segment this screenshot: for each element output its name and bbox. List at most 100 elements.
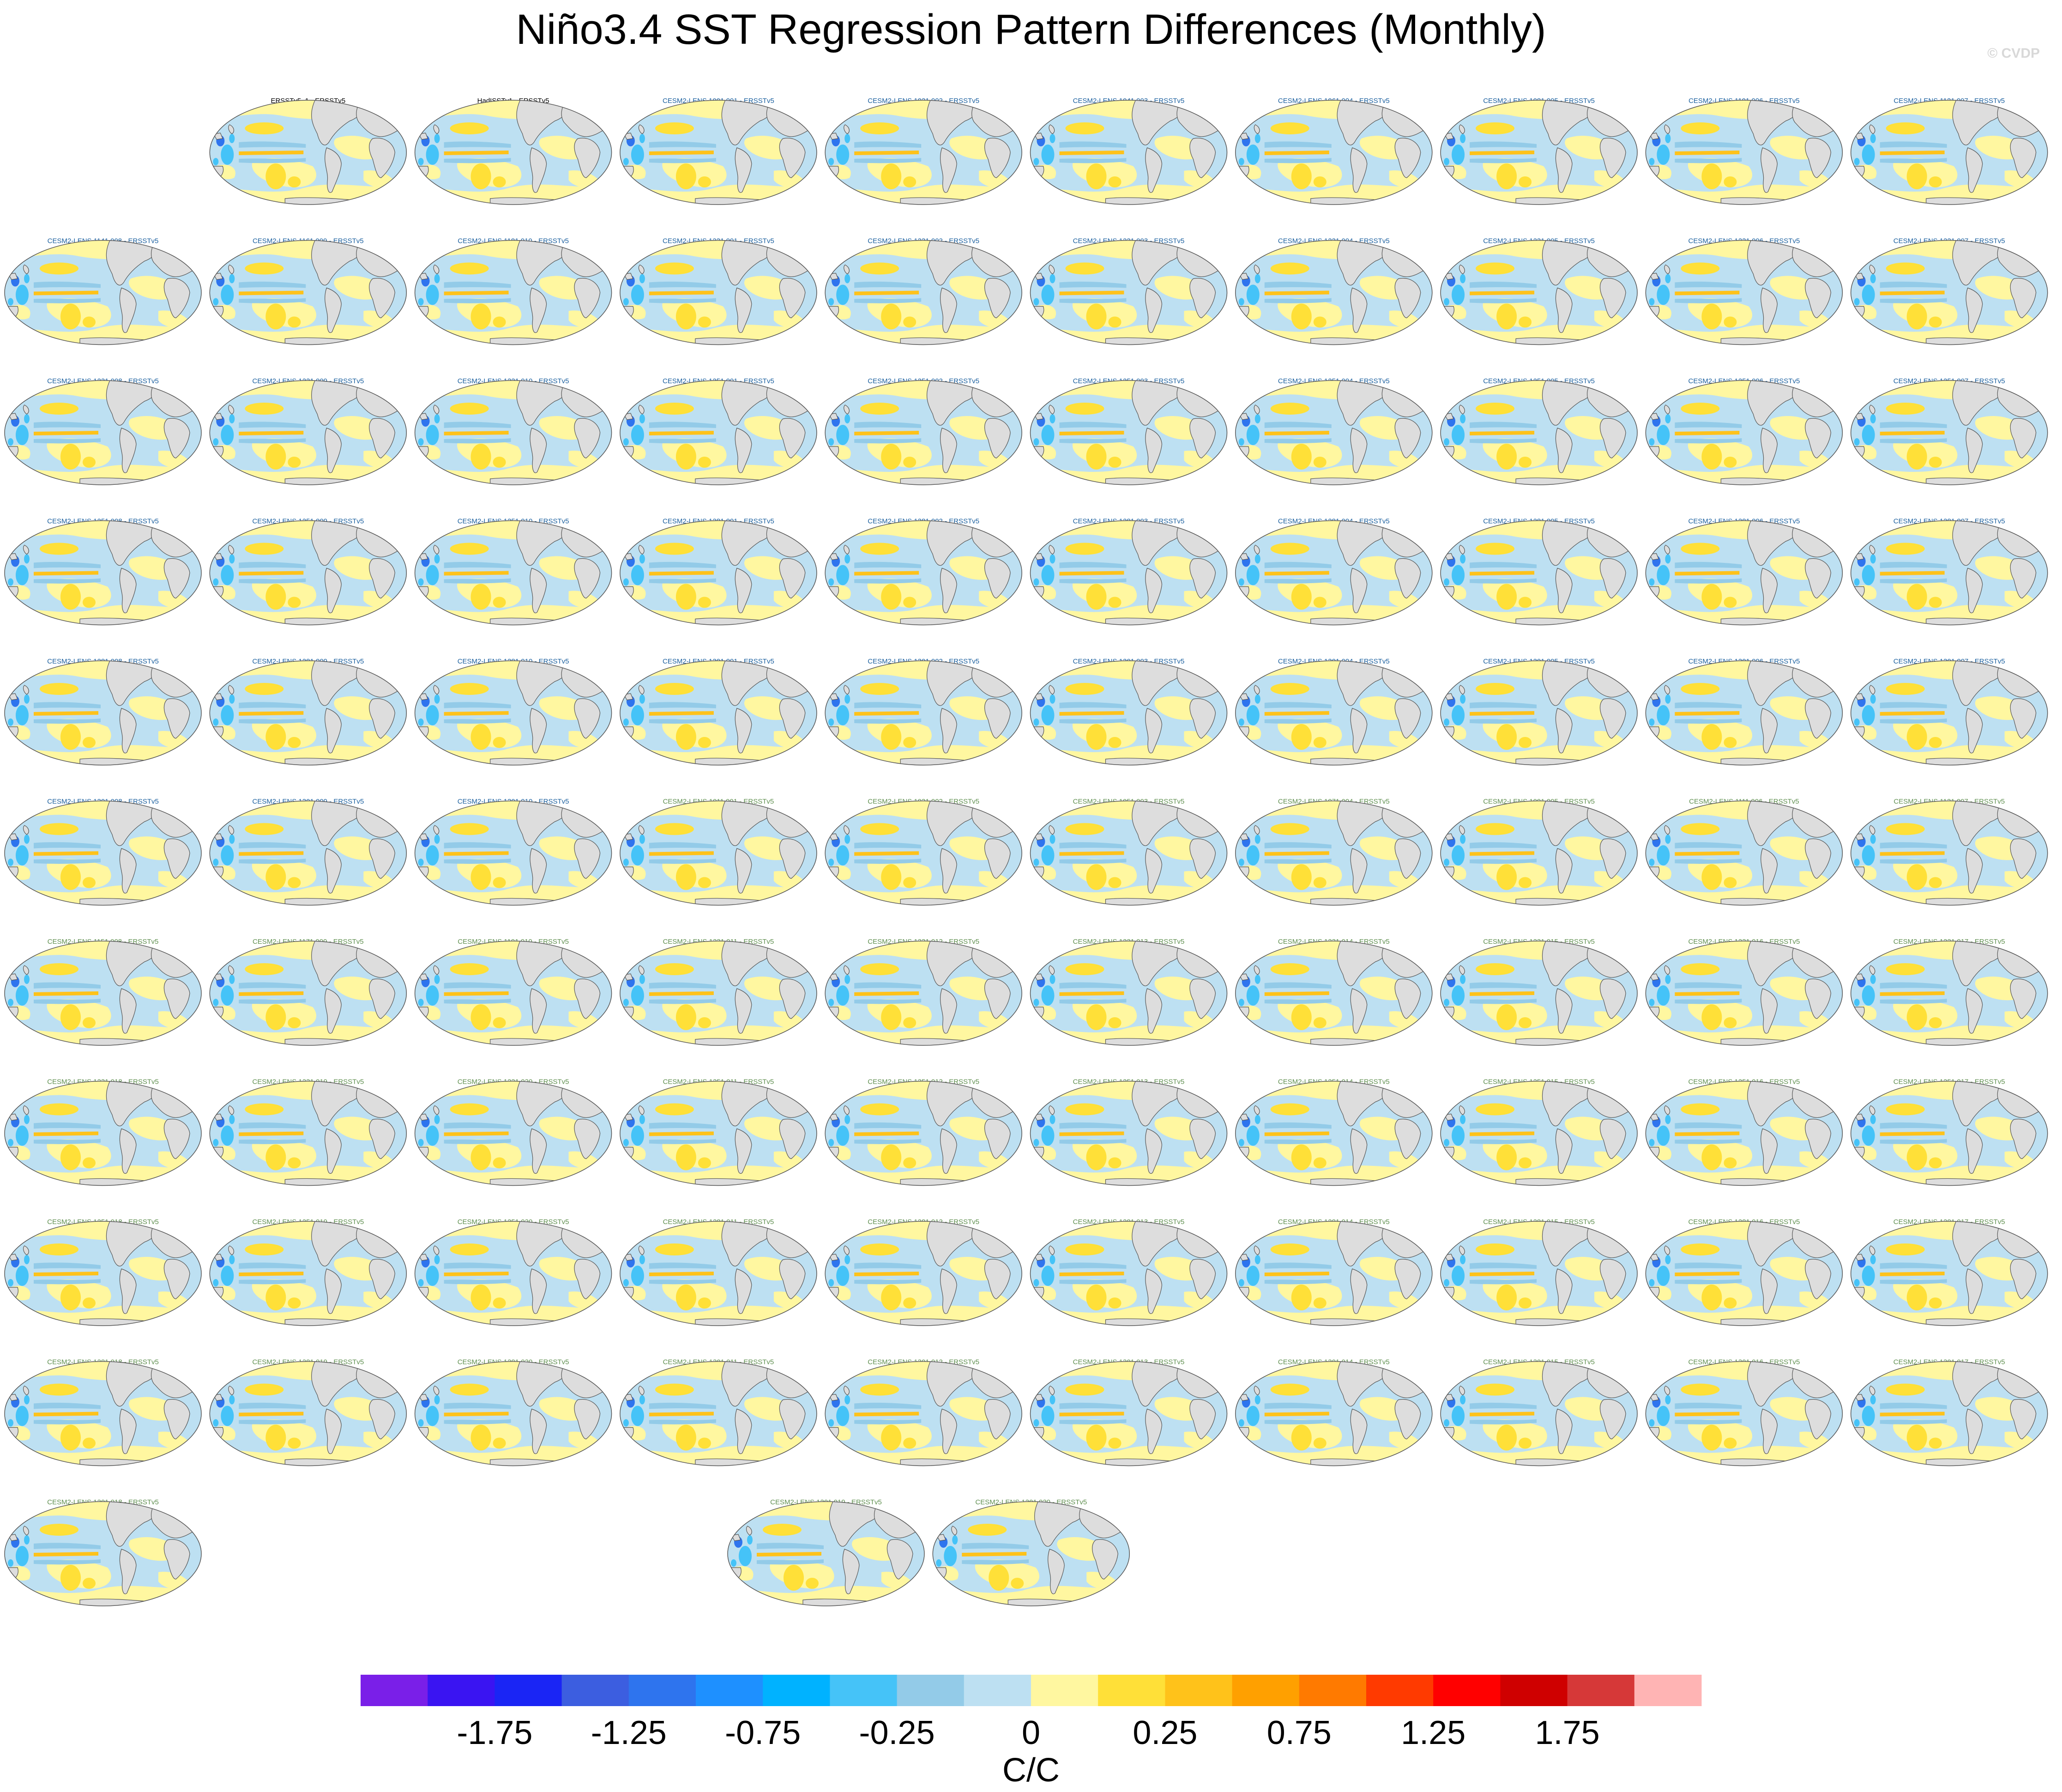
map-panel: CESM2-LENS 1251.012 - ERSSTv5 xyxy=(825,1078,1022,1186)
map-panel: CESM2-LENS 1281.003 - ERSSTv5 xyxy=(1030,518,1228,626)
map-outline xyxy=(1235,520,1433,626)
map-outline xyxy=(1850,380,2048,485)
map-panel: CESM2-LENS 1301.006 - ERSSTv5 xyxy=(1645,658,1843,766)
map-outline xyxy=(825,240,1022,345)
map-panel: CESM2-LENS 1301.004 - ERSSTv5 xyxy=(1235,658,1433,766)
map-panel: CESM2-LENS 1251.014 - ERSSTv5 xyxy=(1235,1078,1433,1186)
map-panel: CESM2-LENS 1231.011 - ERSSTv5 xyxy=(620,938,817,1046)
map-panel: CESM2-LENS 1281.009 - ERSSTv5 xyxy=(209,658,407,766)
colorbar-swatch xyxy=(1165,1675,1233,1706)
colorbar-swatch xyxy=(1098,1675,1165,1706)
colorbar-tick-label: 0 xyxy=(1022,1714,1040,1751)
colorbar-swatch xyxy=(1634,1675,1702,1706)
map-outline xyxy=(620,1221,817,1326)
map-panel: CESM2-LENS 1061.004 - ERSSTv5 xyxy=(1235,97,1433,205)
map-outline xyxy=(4,941,202,1046)
map-panel: CESM2-LENS 1281.002 - ERSSTv5 xyxy=(825,518,1022,626)
map-panel: CESM2-LENS 1301.018 - ERSSTv5 xyxy=(4,1498,202,1606)
map-outline xyxy=(4,1361,202,1466)
map-panel: CESM2-LENS 1281.011 - ERSSTv5 xyxy=(620,1218,817,1326)
map-outline xyxy=(4,800,202,906)
map-panel: CESM2-LENS 1281.017 - ERSSTv5 xyxy=(1850,1218,2048,1326)
colorbar-swatch xyxy=(361,1675,428,1706)
colorbar-unit-label: C/C xyxy=(1002,1752,1060,1789)
map-outline xyxy=(1235,240,1433,345)
map-panel: CESM2-LENS 1301.016 - ERSSTv5 xyxy=(1645,1358,1843,1466)
map-panel: CESM2-LENS 1251.010 - ERSSTv5 xyxy=(414,518,612,626)
map-outline xyxy=(1645,800,1843,906)
map-outline xyxy=(825,660,1022,766)
map-outline xyxy=(727,1501,925,1606)
map-panel: CESM2-LENS 1281.012 - ERSSTv5 xyxy=(825,1218,1022,1326)
map-outline xyxy=(1235,660,1433,766)
map-panel: CESM2-LENS 1251.020 - ERSSTv5 xyxy=(414,1218,612,1326)
map-outline xyxy=(1850,1361,2048,1466)
map-panel: CESM2-LENS 1231.018 - ERSSTv5 xyxy=(4,1078,202,1186)
map-outline xyxy=(1645,240,1843,345)
map-outline xyxy=(1030,660,1228,766)
map-outline xyxy=(1235,1361,1433,1466)
map-outline xyxy=(414,100,612,205)
map-outline xyxy=(414,660,612,766)
map-panel: CESM2-LENS 1301.002 - ERSSTv5 xyxy=(825,658,1022,766)
map-panel: CESM2-LENS 1301.014 - ERSSTv5 xyxy=(1235,1358,1433,1466)
map-panel: CESM2-LENS 1281.019 - ERSSTv5 xyxy=(209,1358,407,1466)
colorbar-swatch xyxy=(1567,1675,1635,1706)
map-panel: CESM2-LENS 1231.010 - ERSSTv5 xyxy=(414,377,612,485)
map-outline xyxy=(825,100,1022,205)
map-panel: CESM2-LENS 1301.007 - ERSSTv5 xyxy=(1850,658,2048,766)
map-panel: CESM2-LENS 1001.001 - ERSSTv5 xyxy=(620,97,817,205)
map-panel: CESM2-LENS 1231.001 - ERSSTv5 xyxy=(620,237,817,345)
map-outline xyxy=(620,800,817,906)
map-panel: CESM2-LENS 1251.016 - ERSSTv5 xyxy=(1645,1078,1843,1186)
map-panel: CESM2-LENS 1281.018 - ERSSTv5 xyxy=(4,1358,202,1466)
map-panel: CESM2-LENS 1301.003 - ERSSTv5 xyxy=(1030,658,1228,766)
map-outline xyxy=(414,800,612,906)
map-panel: CESM2-LENS 1051.003 - ERSSTv5 xyxy=(1030,798,1228,906)
map-outline xyxy=(1440,800,1638,906)
map-panel: CESM2-LENS 1161.009 - ERSSTv5 xyxy=(209,237,407,345)
map-panel: CESM2-LENS 1301.012 - ERSSTv5 xyxy=(825,1358,1022,1466)
map-outline xyxy=(1850,660,2048,766)
map-outline xyxy=(1645,1080,1843,1186)
map-panel: CESM2-LENS 1231.005 - ERSSTv5 xyxy=(1440,237,1638,345)
map-outline xyxy=(414,380,612,485)
map-panel: CESM2-LENS 1301.020 - ERSSTv5 xyxy=(932,1498,1130,1606)
map-outline xyxy=(4,1080,202,1186)
map-panel: CESM2-LENS 1181.010 - ERSSTv5 xyxy=(414,237,612,345)
map-outline xyxy=(1645,100,1843,205)
map-panel: CESM2-LENS 1141.008 - ERSSTv5 xyxy=(4,237,202,345)
map-panel: CESM2-LENS 1281.004 - ERSSTv5 xyxy=(1235,518,1433,626)
map-outline xyxy=(4,660,202,766)
map-panel: CESM2-LENS 1231.007 - ERSSTv5 xyxy=(1850,237,2048,345)
map-outline xyxy=(825,520,1022,626)
map-panel: CESM2-LENS 1031.002 - ERSSTv5 xyxy=(825,798,1022,906)
map-panel: CESM2-LENS 1281.020 - ERSSTv5 xyxy=(414,1358,612,1466)
map-panel: CESM2-LENS 1301.005 - ERSSTv5 xyxy=(1440,658,1638,766)
map-panel: CESM2-LENS 1251.006 - ERSSTv5 xyxy=(1645,377,1843,485)
map-outline xyxy=(1030,100,1228,205)
map-outline xyxy=(1850,941,2048,1046)
map-outline xyxy=(1440,380,1638,485)
map-outline xyxy=(209,1080,407,1186)
map-outline xyxy=(1850,240,2048,345)
map-outline xyxy=(414,1361,612,1466)
map-outline xyxy=(620,941,817,1046)
map-outline xyxy=(414,941,612,1046)
map-panel: CESM2-LENS 1301.013 - ERSSTv5 xyxy=(1030,1358,1228,1466)
colorbar-tick-label: -1.75 xyxy=(457,1714,532,1751)
map-panel: CESM2-LENS 1281.001 - ERSSTv5 xyxy=(620,518,817,626)
colorbar: -1.75 -1.25 -0.75 -0.25 0 0.25 0.75 1.25 1.75 xyxy=(361,1675,1702,1751)
map-panel: CESM2-LENS 1231.006 - ERSSTv5 xyxy=(1645,237,1843,345)
map-panel: CESM2-LENS 1041.003 - ERSSTv5 xyxy=(1030,97,1228,205)
map-outline xyxy=(932,1501,1130,1606)
map-outline xyxy=(1645,1361,1843,1466)
map-outline xyxy=(825,1221,1022,1326)
colorbar-swatch xyxy=(1031,1675,1098,1706)
colorbar-tick-label: 0.25 xyxy=(1133,1714,1197,1751)
map-panel: CESM2-LENS 1231.008 - ERSSTv5 xyxy=(4,377,202,485)
map-panel: CESM2-LENS 1081.005 - ERSSTv5 xyxy=(1440,97,1638,205)
map-panel: CESM2-LENS 1301.019 - ERSSTv5 xyxy=(727,1498,925,1606)
map-panel: CESM2-LENS 1251.007 - ERSSTv5 xyxy=(1850,377,2048,485)
map-panel: CESM2-LENS 1301.017 - ERSSTv5 xyxy=(1850,1358,2048,1466)
